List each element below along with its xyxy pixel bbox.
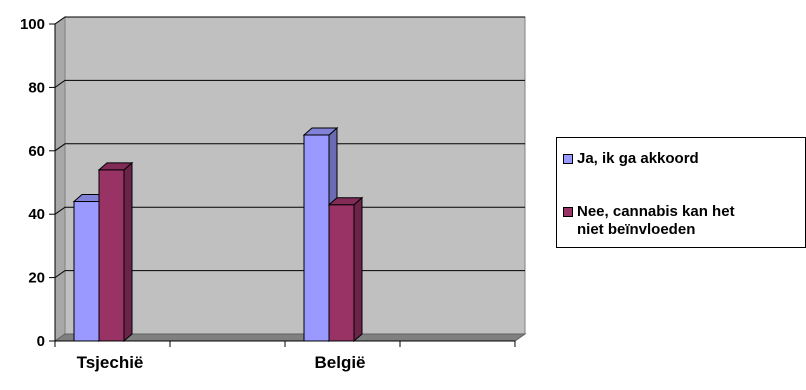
y-tick-label: 80 (28, 79, 45, 96)
bar (98, 169, 125, 342)
bar-top (302, 127, 339, 136)
legend-swatch-ja (563, 154, 573, 164)
chart-back-wall (64, 16, 526, 335)
gridline (54, 143, 525, 152)
y-tick-label: 40 (28, 206, 45, 223)
bar-top (97, 162, 134, 171)
legend-label-nee-line1: Nee, cannabis kan het (577, 203, 735, 220)
legend-label-nee-line2: niet beïnvloeden (577, 221, 696, 238)
bar (328, 204, 355, 342)
bar-side (123, 161, 133, 343)
bar-top (327, 197, 364, 206)
bar (303, 134, 330, 342)
y-tick-label: 60 (28, 143, 45, 160)
legend-swatch-nee (563, 207, 573, 217)
legend-label-ja: Ja, ik ga akkoord (577, 150, 699, 167)
gridline (54, 79, 525, 88)
bar (73, 201, 100, 342)
gridline (54, 206, 525, 215)
chart-side-wall (54, 16, 66, 342)
gridline (54, 270, 525, 279)
bar-side (353, 196, 363, 343)
x-tick-label: België (314, 353, 365, 372)
legend: Ja, ik ga akkoord Nee, cannabis kan het … (556, 137, 806, 248)
y-tick-label: 100 (20, 16, 45, 33)
x-tick-label: Tsjechië (77, 353, 144, 372)
y-tick-label: 0 (37, 333, 45, 350)
gridline (54, 16, 525, 25)
y-tick-label: 20 (28, 270, 45, 287)
